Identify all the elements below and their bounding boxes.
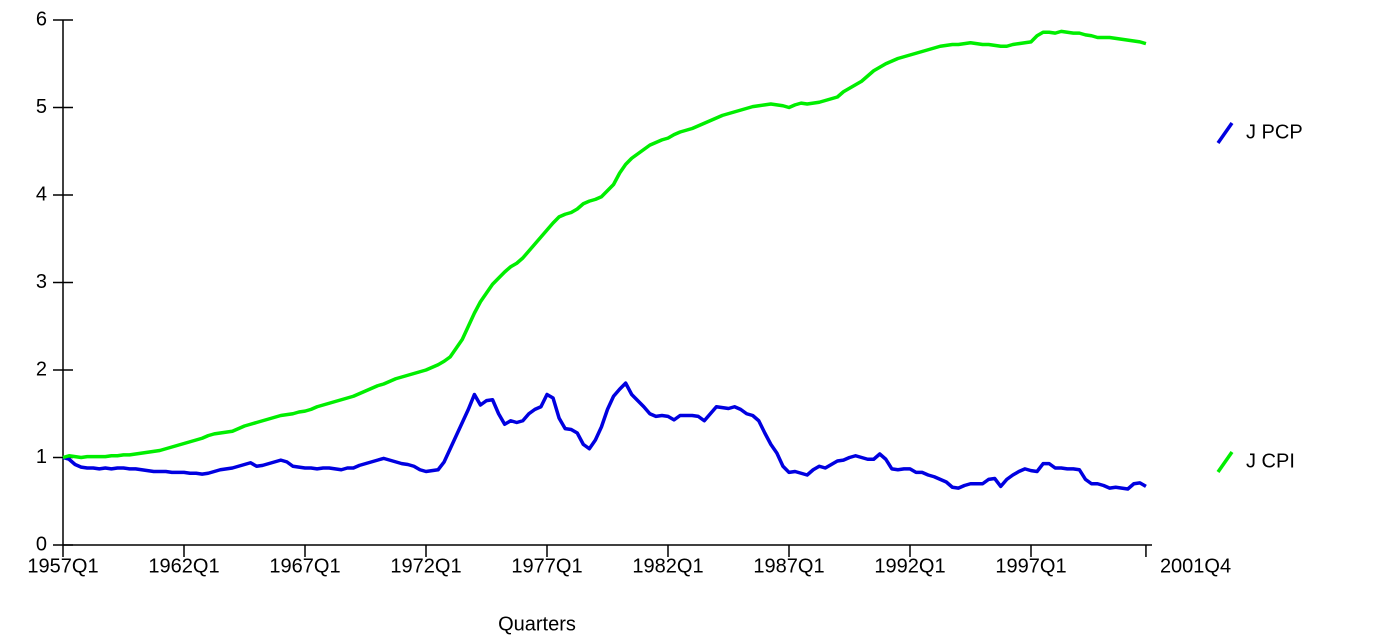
y-tick-label: 0 bbox=[36, 533, 47, 555]
line-series bbox=[62, 381, 1147, 491]
legend-swatch bbox=[1216, 450, 1234, 474]
x-tick-label: 1957Q1 bbox=[27, 555, 98, 577]
x-tick-label: 1982Q1 bbox=[632, 555, 703, 577]
y-tick-label: 4 bbox=[36, 183, 47, 205]
legend-label: J CPI bbox=[1246, 450, 1295, 472]
x-tick-label: 1962Q1 bbox=[148, 555, 219, 577]
y-tick-label: 5 bbox=[36, 96, 47, 118]
x-tick-label: 1972Q1 bbox=[390, 555, 461, 577]
y-tick-label: 1 bbox=[36, 446, 47, 468]
y-tick-label: 6 bbox=[36, 8, 47, 30]
x-tick-label: 2001Q4 bbox=[1160, 555, 1231, 577]
x-tick-label: 1987Q1 bbox=[753, 555, 824, 577]
legend-swatch bbox=[1216, 121, 1234, 145]
legend-label: J PCP bbox=[1246, 121, 1303, 143]
y-tick-label: 3 bbox=[36, 271, 47, 293]
line-series bbox=[62, 29, 1147, 460]
x-axis-label: Quarters bbox=[498, 613, 576, 635]
x-tick-label: 1992Q1 bbox=[874, 555, 945, 577]
y-tick-label: 2 bbox=[36, 358, 47, 380]
x-tick-label: 1997Q1 bbox=[995, 555, 1066, 577]
x-tick-label: 1977Q1 bbox=[511, 555, 582, 577]
x-tick-label: 1967Q1 bbox=[269, 555, 340, 577]
